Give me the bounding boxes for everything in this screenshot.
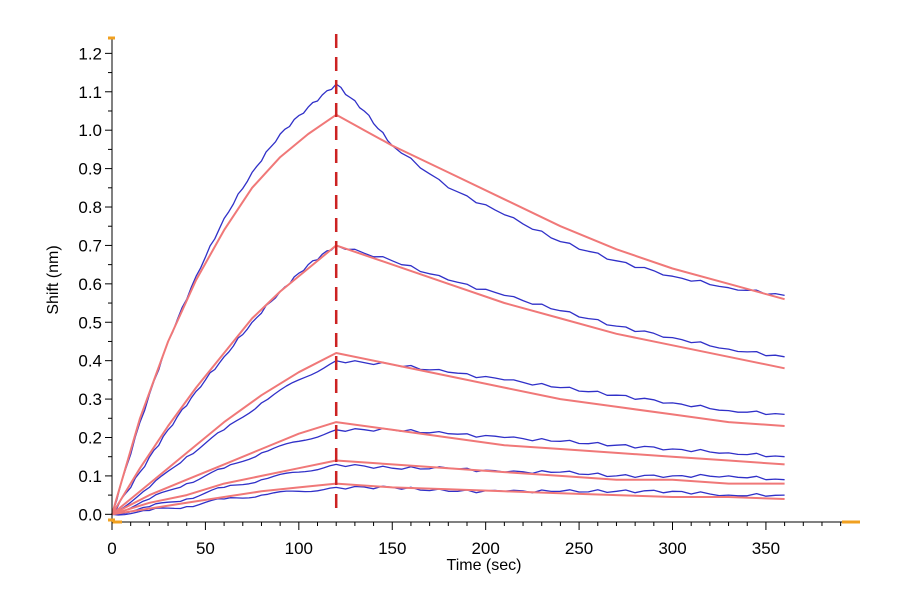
x-tick-label: 200 — [471, 539, 499, 558]
y-tick-label: 0.6 — [78, 275, 102, 294]
y-tick-label: 0.4 — [78, 352, 102, 371]
measured-curve-8 — [112, 463, 785, 515]
y-tick-label: 0.8 — [78, 198, 102, 217]
y-tick-label: 0.9 — [78, 160, 102, 179]
axes-layer: 0.0 0.1 0.2 0.3 0.4 0.5 0.6 0.7 0.8 0.9 1.0 1.1 1.2 0… — [78, 36, 860, 558]
y-tick-label: 1.1 — [78, 83, 102, 102]
measured-curve-6 — [111, 427, 785, 515]
y-tick-label: 0.0 — [78, 505, 102, 524]
y-tick-label: 1.0 — [78, 121, 102, 140]
y-tick-label: 0.5 — [78, 313, 102, 332]
fit-curve-9 — [111, 459, 785, 516]
x-tick-label: 250 — [565, 539, 593, 558]
measured-curve-0 — [111, 83, 785, 515]
y-tick-label: 0.3 — [78, 390, 102, 409]
x-tick-label: 300 — [658, 539, 686, 558]
fit-curve-5 — [111, 352, 785, 516]
y-tick-label: 0.1 — [78, 467, 102, 486]
fit-curve-7 — [111, 421, 785, 516]
x-tick-label: 150 — [378, 539, 406, 558]
x-tick-label: 100 — [285, 539, 313, 558]
y-tick-label: 0.7 — [78, 236, 102, 255]
fit-curve-1 — [111, 113, 785, 515]
y-axis-title: Shift (nm) — [45, 245, 62, 314]
x-tick-label: 50 — [196, 539, 215, 558]
x-axis-title: Time (sec) — [447, 557, 522, 574]
y-tick-label: 1.2 — [78, 44, 102, 63]
x-tick-label: 0 — [107, 539, 116, 558]
series-layer — [111, 83, 785, 516]
y-tick-label: 0.2 — [78, 428, 102, 447]
fit-curve-11 — [111, 482, 785, 516]
measured-curve-2 — [111, 244, 785, 515]
x-tick-label: 350 — [752, 539, 780, 558]
measured-curve-10 — [111, 485, 785, 516]
fit-curve-3 — [111, 244, 785, 515]
